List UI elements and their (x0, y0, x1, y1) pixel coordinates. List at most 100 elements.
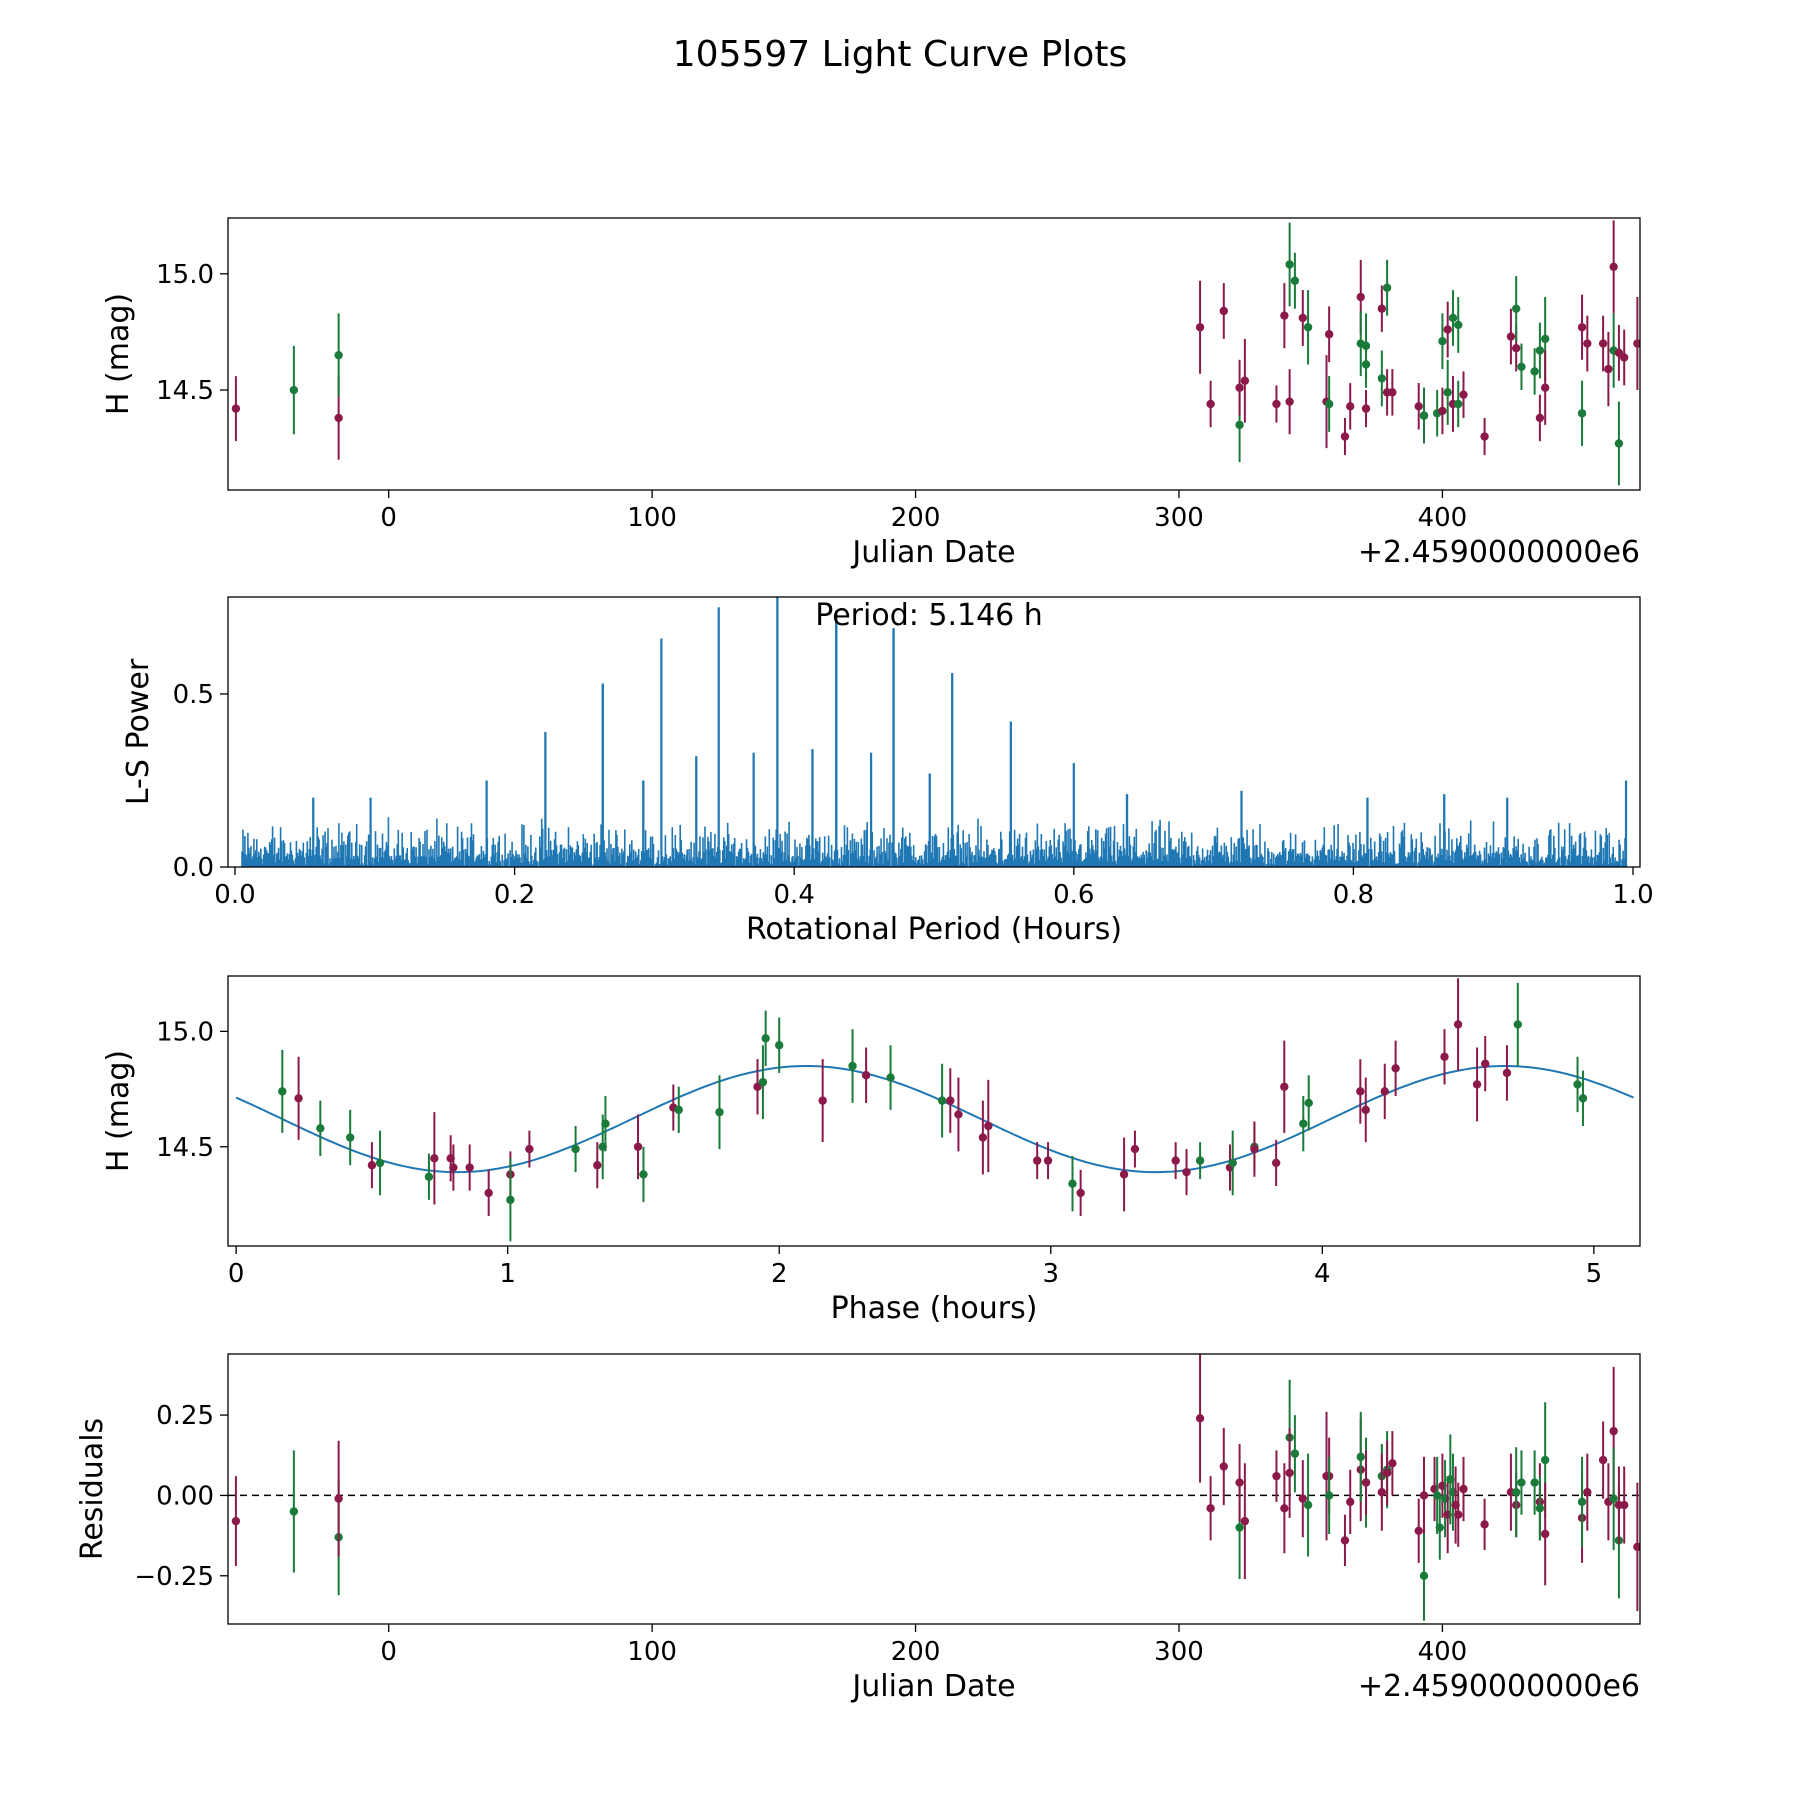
data-point (1272, 1450, 1281, 1502)
point-marker (886, 1073, 895, 1082)
data-point (1511, 1447, 1521, 1538)
point-marker (1272, 1471, 1281, 1481)
data-point (1614, 324, 1624, 381)
y-tick-label: 15.0 (156, 260, 214, 290)
point-marker (1271, 1158, 1281, 1168)
data-point (334, 313, 343, 398)
x-tick-label: 2 (771, 1259, 788, 1289)
y-tick-label: 0.0 (173, 853, 214, 883)
y-axis-label: H (mag) (101, 293, 136, 415)
data-point (1324, 376, 1334, 432)
data-point (1356, 1059, 1365, 1124)
point-marker (1535, 413, 1545, 423)
point-marker (1435, 1523, 1444, 1532)
data-point (758, 1045, 768, 1120)
data-point (1598, 315, 1608, 372)
point-marker (761, 1034, 770, 1043)
point-marker (1280, 311, 1289, 320)
point-marker (1573, 1080, 1582, 1089)
point-marker (1356, 1087, 1365, 1096)
data-point (1459, 1456, 1468, 1522)
data-point (1530, 348, 1539, 395)
x-tick-label: 3 (1042, 1259, 1059, 1289)
point-marker (954, 1110, 963, 1119)
data-point (1195, 280, 1205, 374)
data-point (506, 1158, 515, 1242)
point-marker (593, 1161, 602, 1170)
point-marker (1130, 1144, 1140, 1154)
point-marker (1377, 374, 1387, 383)
data-point (775, 1017, 784, 1073)
x-tick-label: 0.8 (1333, 880, 1374, 910)
point-marker (289, 1507, 299, 1516)
point-marker (1454, 399, 1463, 409)
point-marker (639, 1170, 648, 1179)
point-marker (334, 1494, 343, 1503)
point-marker (1583, 339, 1592, 348)
data-point (1443, 301, 1452, 358)
point-marker (367, 1161, 377, 1170)
data-point (1043, 1142, 1053, 1180)
point-marker (1195, 1414, 1205, 1423)
point-marker (1356, 1452, 1365, 1462)
panel-data-raw (231, 220, 1640, 486)
point-marker (1604, 364, 1613, 374)
y-axis-label: H (mag) (101, 1050, 136, 1172)
point-marker (758, 1077, 768, 1087)
x-offset-label: +2.4590000000e6 (1358, 1669, 1640, 1704)
data-point (1290, 252, 1300, 309)
point-marker (231, 1516, 241, 1526)
data-point (1377, 285, 1387, 332)
point-marker (1511, 343, 1521, 353)
panel-phase: 0 1 2 3 4 5 14.5 15.0 Phase (hours) H (mag) (101, 975, 1641, 1326)
point-marker (424, 1172, 434, 1181)
data-point (1391, 1040, 1400, 1096)
data-point (1517, 1450, 1526, 1515)
point-marker (674, 1105, 683, 1115)
point-marker (1324, 399, 1334, 409)
point-marker (1361, 1105, 1370, 1115)
axes-frame (227, 596, 1641, 868)
x-tick-label: 100 (627, 503, 677, 533)
x-axis-label: Julian Date (850, 535, 1015, 570)
point-marker (1380, 1087, 1389, 1096)
point-marker (1443, 325, 1452, 334)
data-point (1324, 1456, 1334, 1534)
point-marker (1272, 399, 1281, 409)
point-marker (1540, 334, 1550, 344)
x-tick-label: 200 (891, 503, 941, 533)
data-point (1480, 417, 1489, 456)
point-marker (1356, 292, 1365, 302)
data-point (1346, 383, 1355, 430)
point-marker (1633, 1542, 1640, 1552)
point-marker (316, 1124, 325, 1133)
point-marker (1419, 1571, 1429, 1580)
data-point (753, 1059, 762, 1115)
point-marker (1219, 306, 1228, 316)
data-point (937, 1063, 947, 1138)
x-tick-label: 300 (1154, 1637, 1204, 1667)
point-marker (633, 1142, 643, 1151)
point-marker (1206, 399, 1215, 409)
data-point (1219, 1427, 1228, 1506)
data-point (1388, 369, 1397, 416)
point-marker (1382, 1468, 1392, 1478)
x-tick-label: 400 (1418, 503, 1468, 533)
y-tick-label: 14.5 (156, 1133, 214, 1163)
point-marker (1609, 1494, 1618, 1503)
data-point (1361, 1077, 1370, 1143)
panel-data-phase (235, 978, 1634, 1242)
point-marker (984, 1121, 993, 1131)
point-marker (1619, 1500, 1629, 1510)
data-point (1206, 1476, 1215, 1541)
point-marker (1032, 1156, 1042, 1165)
x-tick-label: 400 (1418, 1637, 1468, 1667)
x-tick-label: 300 (1154, 503, 1204, 533)
data-point (1171, 1142, 1180, 1180)
data-point (1346, 1469, 1355, 1534)
point-marker (1228, 1158, 1237, 1168)
y-tick-label: 0.5 (173, 680, 214, 710)
x-tick-label: 0.2 (494, 880, 535, 910)
data-point (1324, 306, 1334, 363)
data-point (1032, 1142, 1042, 1180)
